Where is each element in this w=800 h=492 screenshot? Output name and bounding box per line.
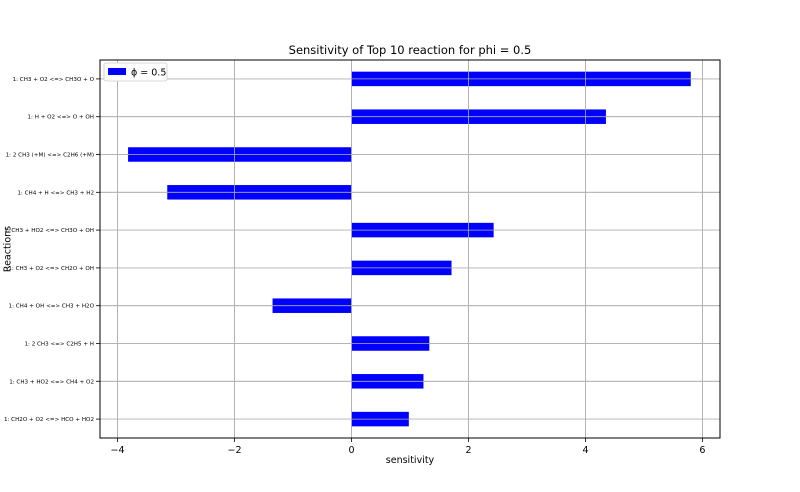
y-tick-label: 1: 2 CH3 <=> C2H5 + H bbox=[24, 342, 94, 348]
y-tick-label: 1: CH3 + HO2 <=> CH4 + O2 bbox=[9, 379, 94, 385]
bars bbox=[100, 60, 720, 438]
y-tick-label: 1: CH3 + O2 <=> CH2O + OH bbox=[8, 266, 94, 272]
plot-frame bbox=[99, 59, 721, 439]
x-axis-ticks: −4 −2 0 2 4 6 bbox=[111, 438, 705, 456]
x-axis-label: sensitivity bbox=[386, 455, 435, 466]
x-tick-label: 6 bbox=[699, 445, 705, 456]
y-tick-label: 1: CH3 + HO2 <=> CH3O + OH bbox=[4, 228, 94, 234]
x-tick-label: 4 bbox=[582, 445, 588, 456]
chart-title: Sensitivity of Top 10 reaction for phi =… bbox=[289, 43, 532, 57]
y-tick-label: 1: 2 CH3 (+M) <=> C2H6 (+M) bbox=[6, 153, 94, 159]
legend: ϕ = 0.5 bbox=[103, 62, 168, 82]
y-tick-label: 1: CH4 + OH <=> CH3 + H2O bbox=[9, 304, 95, 310]
y-tick-label: 1: H + O2 <=> O + OH bbox=[27, 115, 94, 121]
y-tick-label: 1: CH3 + O2 <=> CH3O + O bbox=[13, 77, 95, 83]
y-axis-ticks: 1: CH3 + O2 <=> CH3O + O 1: H + O2 <=> O … bbox=[4, 77, 100, 423]
x-tick-label: 2 bbox=[465, 445, 471, 456]
y-tick-label: 1: CH2O + O2 <=> HCO + HO2 bbox=[4, 417, 94, 423]
y-axis-label: Reactions bbox=[3, 226, 14, 272]
legend-box bbox=[103, 62, 168, 82]
legend-swatch bbox=[108, 68, 126, 75]
x-tick-label: −2 bbox=[228, 445, 242, 456]
x-tick-label: 0 bbox=[348, 445, 354, 456]
y-tick-label: 1: CH4 + H <=> CH3 + H2 bbox=[17, 190, 94, 196]
legend-label: ϕ = 0.5 bbox=[131, 68, 166, 79]
x-tick-label: −4 bbox=[111, 445, 125, 456]
